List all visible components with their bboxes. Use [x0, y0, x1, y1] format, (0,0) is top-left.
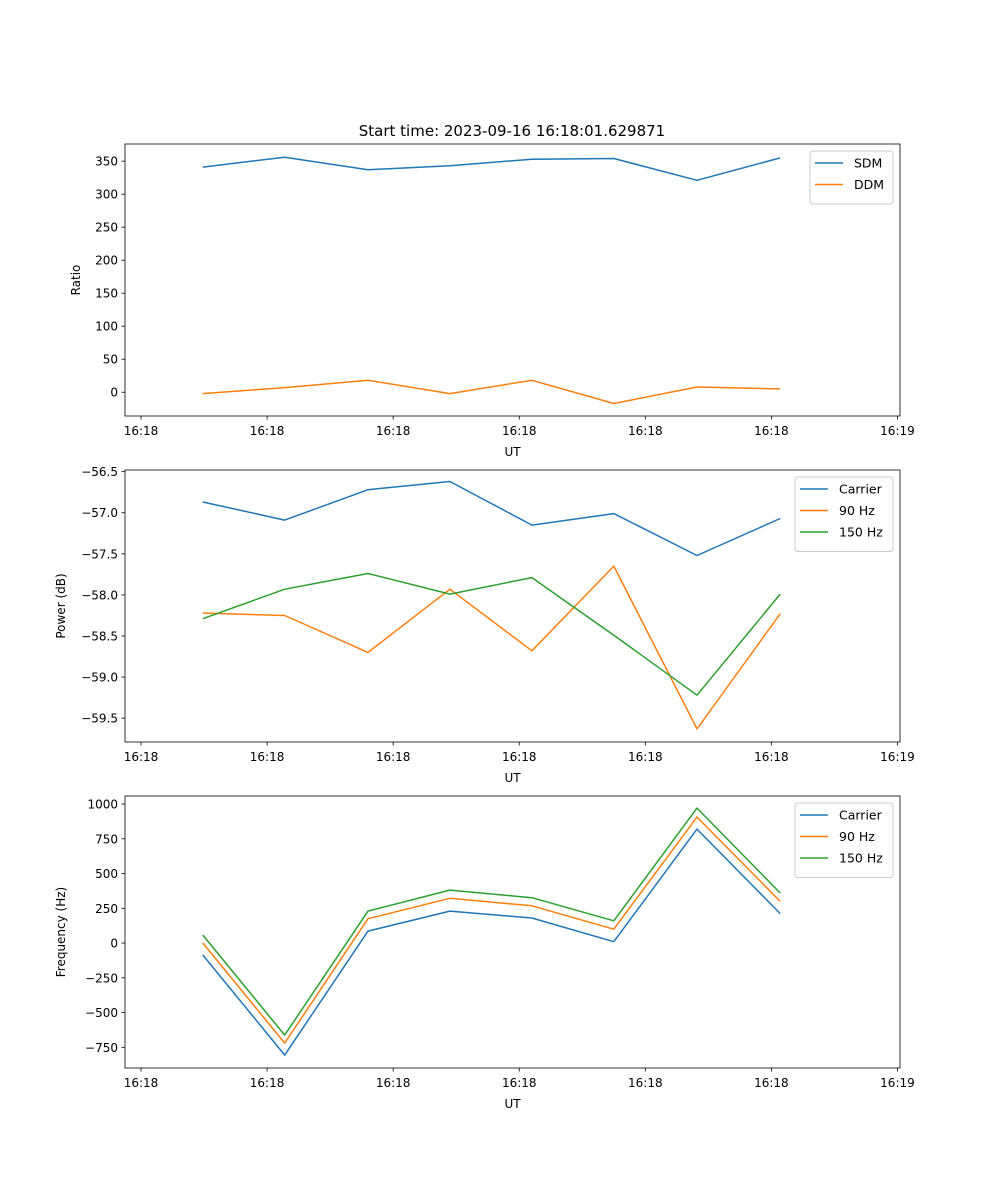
y-tick-label: 300 [95, 188, 118, 202]
legend-box [794, 802, 894, 878]
x-tick-label: 16:18 [628, 424, 663, 438]
axes-frame [124, 795, 901, 1069]
y-tick-label: −750 [85, 1041, 118, 1055]
x-tick-label: 16:19 [880, 750, 915, 764]
legend-label: 90 Hz [839, 503, 875, 518]
x-tick-label: 16:19 [880, 424, 915, 438]
y-tick-label: −59.5 [81, 712, 118, 726]
x-tick-label: 16:18 [250, 424, 285, 438]
subplot-1: 16:18 16:18 16:18 16:18 16:18 16:18 16:19 0 50 10… [69, 143, 915, 459]
x-axis-label: UT [504, 771, 521, 785]
x-tick-label: 16:18 [754, 750, 789, 764]
series-line-ddm [202, 379, 781, 405]
legend-label: 150 Hz [839, 851, 883, 866]
series-line-sdm [202, 156, 781, 182]
x-tick-label: 16:18 [250, 1076, 285, 1090]
y-tick-label: −500 [85, 1006, 118, 1020]
y-tick-label: 750 [95, 832, 118, 846]
series-line-150-hz [202, 807, 781, 1036]
y-tick-label: −57.0 [81, 506, 118, 520]
axes-frame [124, 469, 901, 743]
y-tick-label: −59.0 [81, 671, 118, 685]
series-line-90-hz [202, 816, 781, 1044]
legend: Carrier 90 Hz 150 Hz [794, 802, 894, 878]
subplot-3: 16:18 16:18 16:18 16:18 16:18 16:18 16:19 1000 7… [54, 795, 915, 1111]
y-tick-label: −58.5 [81, 629, 118, 643]
y-tick-label: 500 [95, 867, 118, 881]
legend-label: Carrier [839, 808, 883, 823]
y-tick-label: 250 [95, 902, 118, 916]
y-axis-label: Frequency (Hz) [54, 887, 68, 978]
y-tick-label: 200 [95, 254, 118, 268]
legend: SDM DDM [809, 150, 894, 205]
y-tick-label: −250 [85, 971, 118, 985]
figure-title: Start time: 2023-09-16 16:18:01.629871 [359, 122, 665, 140]
y-tick-label: 0 [110, 386, 118, 400]
legend-label: Carrier [839, 482, 883, 497]
x-axis-label: UT [504, 1097, 521, 1111]
x-tick-label: 16:18 [376, 1076, 411, 1090]
x-tick-label: 16:18 [502, 750, 537, 764]
legend-label: 90 Hz [839, 829, 875, 844]
y-tick-label: 350 [95, 155, 118, 169]
x-tick-label: 16:18 [124, 424, 159, 438]
x-tick-label: 16:18 [628, 750, 663, 764]
x-axis-label: UT [504, 445, 521, 459]
y-tick-label: 100 [95, 320, 118, 334]
y-tick-label: −57.5 [81, 547, 118, 561]
x-tick-label: 16:18 [628, 1076, 663, 1090]
x-tick-label: 16:18 [754, 424, 789, 438]
series-line-carrier [202, 828, 781, 1056]
x-tick-label: 16:18 [754, 1076, 789, 1090]
y-tick-label: 0 [110, 937, 118, 951]
x-tick-label: 16:18 [376, 750, 411, 764]
legend-box [794, 476, 894, 552]
legend: Carrier 90 Hz 150 Hz [794, 476, 894, 552]
x-tick-label: 16:18 [124, 750, 159, 764]
y-axis-label: Ratio [69, 265, 83, 296]
y-tick-label: 150 [95, 287, 118, 301]
y-tick-label: 250 [95, 221, 118, 235]
legend-label: 150 Hz [839, 525, 883, 540]
x-tick-label: 16:18 [376, 424, 411, 438]
axes-frame [124, 143, 901, 417]
x-tick-label: 16:18 [502, 424, 537, 438]
subplot-2: 16:18 16:18 16:18 16:18 16:18 16:18 16:19 −56.5… [54, 465, 915, 785]
series-line-carrier [202, 480, 781, 557]
y-tick-label: −56.5 [81, 465, 118, 479]
series-line-150-hz [202, 572, 781, 696]
y-axis-label: Power (dB) [54, 573, 68, 638]
y-tick-label: 50 [103, 353, 118, 367]
y-tick-label: 1000 [87, 798, 118, 812]
series-line-90-hz [202, 565, 781, 730]
legend-label: SDM [854, 156, 882, 171]
y-tick-label: −58.0 [81, 588, 118, 602]
x-tick-label: 16:19 [880, 1076, 915, 1090]
x-tick-label: 16:18 [502, 1076, 537, 1090]
x-tick-label: 16:18 [124, 1076, 159, 1090]
legend-box [809, 150, 894, 205]
x-tick-label: 16:18 [250, 750, 285, 764]
legend-label: DDM [854, 177, 884, 192]
